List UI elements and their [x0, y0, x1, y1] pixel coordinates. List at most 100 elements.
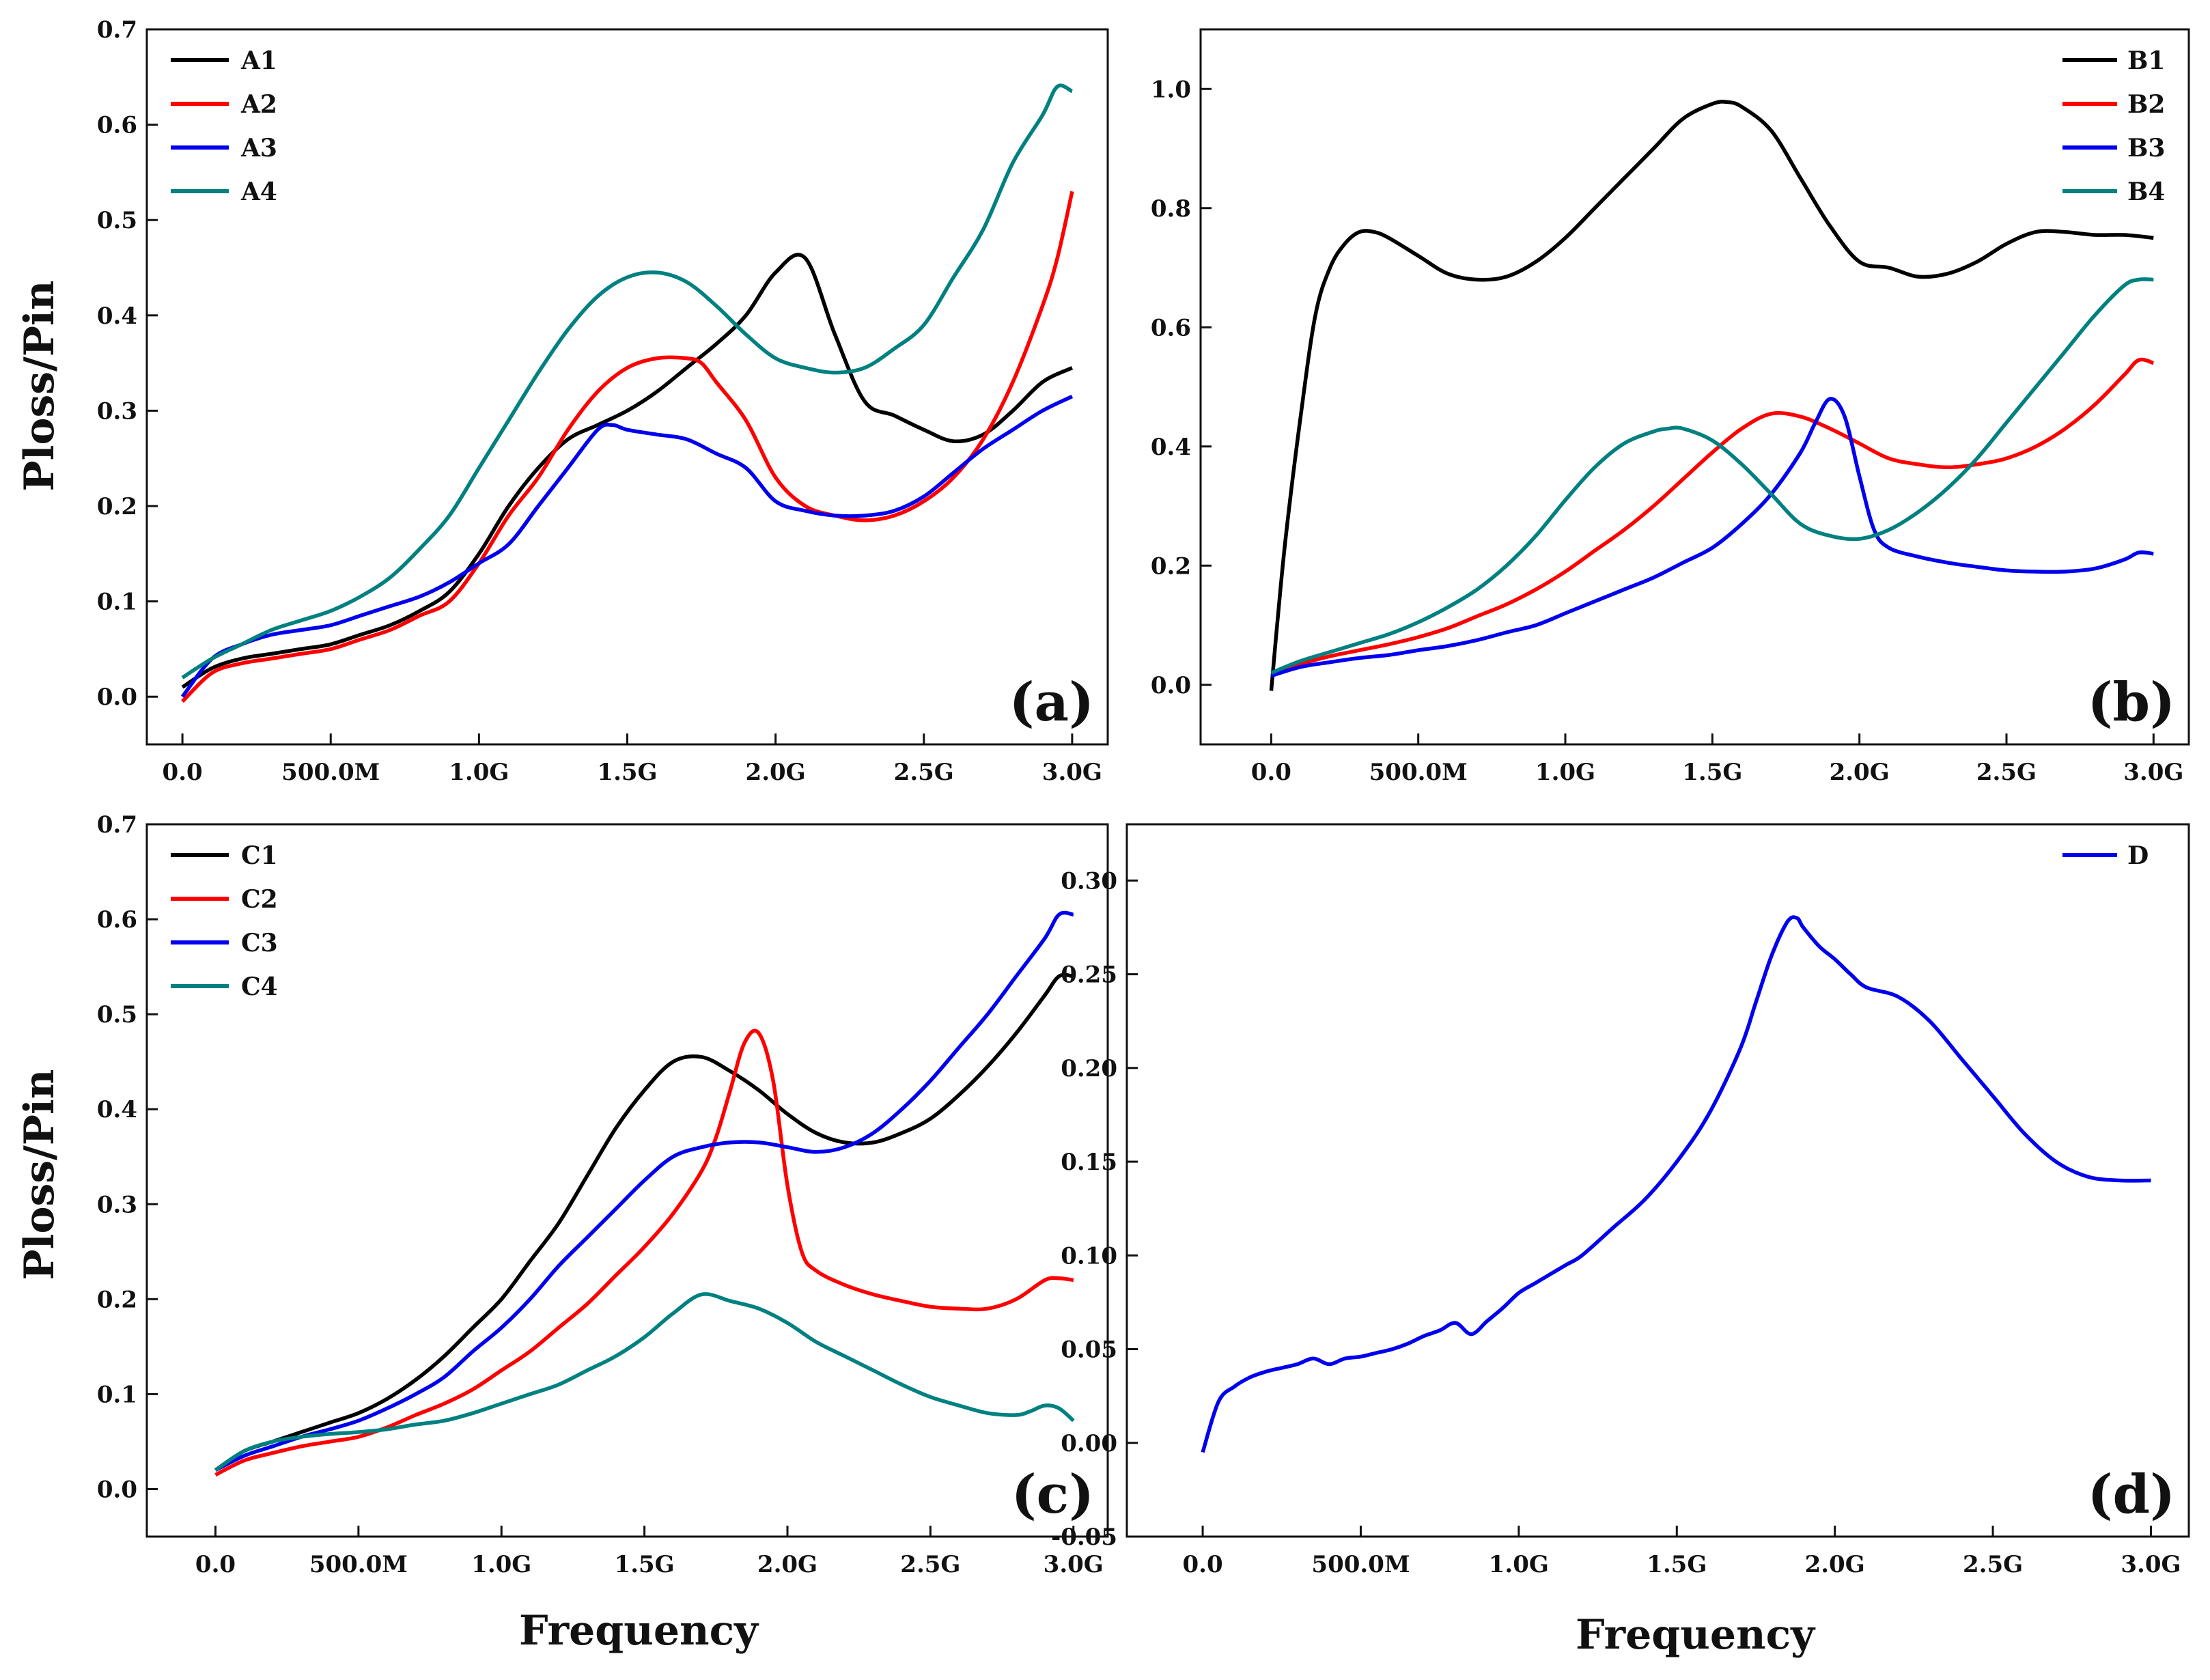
panel-a-letter: (a): [1009, 671, 1094, 733]
panel-c-y-tick-label: 0.1: [97, 1381, 137, 1408]
panel-a-x-tick-label: 500.0M: [281, 759, 380, 786]
panel-c-y-tick-label: 0.6: [97, 906, 137, 934]
panel-b-y-tick-label: 1.0: [1151, 76, 1191, 103]
panel-c-x-tick-label: 3.0G: [1044, 1551, 1104, 1578]
panel-a-series-a1: [181, 253, 1074, 689]
panel-b-legend-label-b1: B1: [2127, 46, 2165, 75]
panel-b-x-tick-label: 3.0G: [2123, 759, 2183, 786]
panel-d-y-tick-label: 0.15: [1061, 1149, 1117, 1176]
panel-b-y-tick-label: 0.8: [1151, 195, 1191, 223]
panel-b-y-tick-label: 0.6: [1151, 314, 1191, 341]
panel-c-x-tick-label: 0.0: [195, 1551, 236, 1578]
panel-a-y-tick-label: 0.7: [97, 16, 137, 44]
panel-d-x-tick-label: 1.0G: [1489, 1551, 1549, 1578]
panel-d-plot-frame: [1125, 823, 2190, 1538]
panel-b-x-tick-label: 2.0G: [1830, 759, 1890, 786]
panel-d-y-tick-label: -0.05: [1051, 1524, 1117, 1551]
panel-a-legend-label-a3: A3: [240, 134, 277, 163]
panel-b-x-tick-label: 1.5G: [1682, 759, 1742, 786]
panel-b-legend-label-b3: B3: [2127, 134, 2165, 163]
panel-b-x-tick-label: 0.0: [1251, 759, 1291, 786]
panel-a-series-a2: [181, 191, 1074, 703]
panel-c-series-c3: [214, 910, 1074, 1472]
panel-b-legend-label-b2: B2: [2127, 90, 2165, 119]
panel-d-x-tick-label: 2.0G: [1805, 1551, 1865, 1578]
panel-a-x-tick-label: 2.0G: [746, 759, 806, 786]
panel-d-y-tick-label: 0.05: [1061, 1336, 1117, 1364]
panel-b-letter: (b): [2088, 671, 2175, 733]
panel-a-legend-label-a2: A2: [240, 90, 277, 119]
panel-a-y-tick-label: 0.2: [97, 493, 137, 520]
panel-d-y-tick-label: 0.30: [1061, 867, 1117, 895]
panel-d-series-d: [1201, 915, 2151, 1453]
panel-b-y-tick-label: 0.0: [1151, 672, 1191, 699]
panel-a-y-tick-label: 0.6: [97, 112, 137, 139]
panel-a-x-tick-label: 1.0G: [449, 759, 509, 786]
panel-b-plot-frame: [1199, 28, 2190, 746]
panel-c-x-tick-label: 2.5G: [900, 1551, 960, 1578]
panel-a-x-tick-label: 3.0G: [1042, 759, 1102, 786]
panel-a-legend-label-a4: A4: [240, 178, 277, 206]
panel-a-y-tick-label: 0.4: [97, 303, 137, 330]
panel-a-legend-label-a1: A1: [240, 46, 277, 75]
panel-d-y-tick-label: 0.10: [1061, 1242, 1117, 1270]
panel-b-series-b3: [1270, 397, 2154, 678]
panel-c-legend-label-c4: C4: [241, 972, 278, 1001]
panel-b-x-tick-label: 1.0G: [1535, 759, 1595, 786]
panel-d-x-tick-label: 3.0G: [2121, 1551, 2181, 1578]
panel-a-y-tick-label: 0.5: [97, 207, 137, 234]
y-axis-title-top: Ploss/Pin: [16, 281, 64, 492]
panel-b-series-b4: [1270, 277, 2154, 675]
x-axis-title-right: Frequency: [1576, 1611, 1816, 1659]
panel-b-y-tick-label: 0.4: [1151, 434, 1191, 461]
panel-b-y-tick-label: 0.2: [1151, 552, 1191, 580]
panel-c-x-tick-label: 1.5G: [615, 1551, 675, 1578]
panel-c-legend-label-c2: C2: [241, 885, 278, 914]
panel-c-y-tick-label: 0.2: [97, 1286, 137, 1313]
panel-a-x-tick-label: 1.5G: [597, 759, 657, 786]
panel-d-x-tick-label: 2.5G: [1963, 1551, 2023, 1578]
panel-c: 0.0 500.0M 1.0G 1.5G 2.0G 2.5G 3.0G 0.0 0.1 0.2 0.…: [97, 811, 1109, 1578]
panel-d-legend-label-d: D: [2127, 841, 2149, 870]
panel-a-x-tick-label: 0.0: [163, 759, 203, 786]
panel-b: 0.0 500.0M 1.0G 1.5G 2.0G 2.5G 3.0G 0.0 0.2 0.4 0.…: [1151, 28, 2190, 786]
panel-a: 0.0 500.0M 1.0G 1.5G 2.0G 2.5G 3.0G 0.0 0.1 0.2 0.…: [97, 16, 1109, 786]
panel-d-x-tick-label: 500.0M: [1311, 1551, 1410, 1578]
panel-d-y-tick-label: 0.25: [1061, 962, 1117, 989]
panel-d-y-tick-label: 0.20: [1061, 1055, 1117, 1082]
panel-d-x-tick-label: 0.0: [1182, 1551, 1222, 1578]
panel-c-series-c2: [214, 1028, 1074, 1477]
panel-a-y-tick-label: 0.0: [97, 684, 137, 711]
panel-b-legend-label-b4: B4: [2127, 178, 2165, 206]
panel-c-y-tick-label: 0.3: [97, 1191, 137, 1218]
panel-a-series-a4: [181, 83, 1074, 680]
panel-a-plot-frame: [145, 28, 1109, 746]
x-axis-title-left: Frequency: [519, 1607, 759, 1655]
panel-b-series-b1: [1269, 100, 2154, 691]
panel-c-x-tick-label: 500.0M: [309, 1551, 408, 1578]
y-axis-title-bottom: Ploss/Pin: [16, 1069, 64, 1280]
panel-c-legend-label-c3: C3: [241, 929, 278, 957]
panel-d-letter: (d): [2088, 1464, 2175, 1526]
panel-b-x-tick-label: 2.5G: [1976, 759, 2037, 786]
panel-b-series-b2: [1270, 357, 2155, 675]
panel-c-plot-frame: [145, 823, 1109, 1538]
panel-b-x-tick-label: 500.0M: [1369, 759, 1468, 786]
panel-c-y-tick-label: 0.4: [97, 1096, 137, 1123]
panel-c-letter: (c): [1011, 1464, 1094, 1526]
panel-d-x-tick-label: 1.5G: [1647, 1551, 1707, 1578]
panel-c-x-tick-label: 1.0G: [471, 1551, 531, 1578]
panel-a-y-tick-label: 0.3: [97, 397, 137, 425]
panel-c-legend-label-c1: C1: [241, 841, 278, 870]
panel-a-series-a3: [180, 395, 1074, 698]
panel-c-y-tick-label: 0.0: [97, 1476, 137, 1503]
panel-d: 0.0 500.0M 1.0G 1.5G 2.0G 2.5G 3.0G -0.05 0.00 0.…: [1051, 823, 2190, 1578]
panel-a-x-tick-label: 2.5G: [894, 759, 954, 786]
panel-c-x-tick-label: 2.0G: [757, 1551, 817, 1578]
panel-c-series-c4: [214, 1292, 1075, 1472]
panel-d-y-tick-label: 0.00: [1061, 1430, 1117, 1457]
panel-c-y-tick-label: 0.5: [97, 1001, 137, 1028]
panel-c-y-tick-label: 0.7: [97, 811, 137, 839]
panel-a-y-tick-label: 0.1: [97, 589, 137, 616]
